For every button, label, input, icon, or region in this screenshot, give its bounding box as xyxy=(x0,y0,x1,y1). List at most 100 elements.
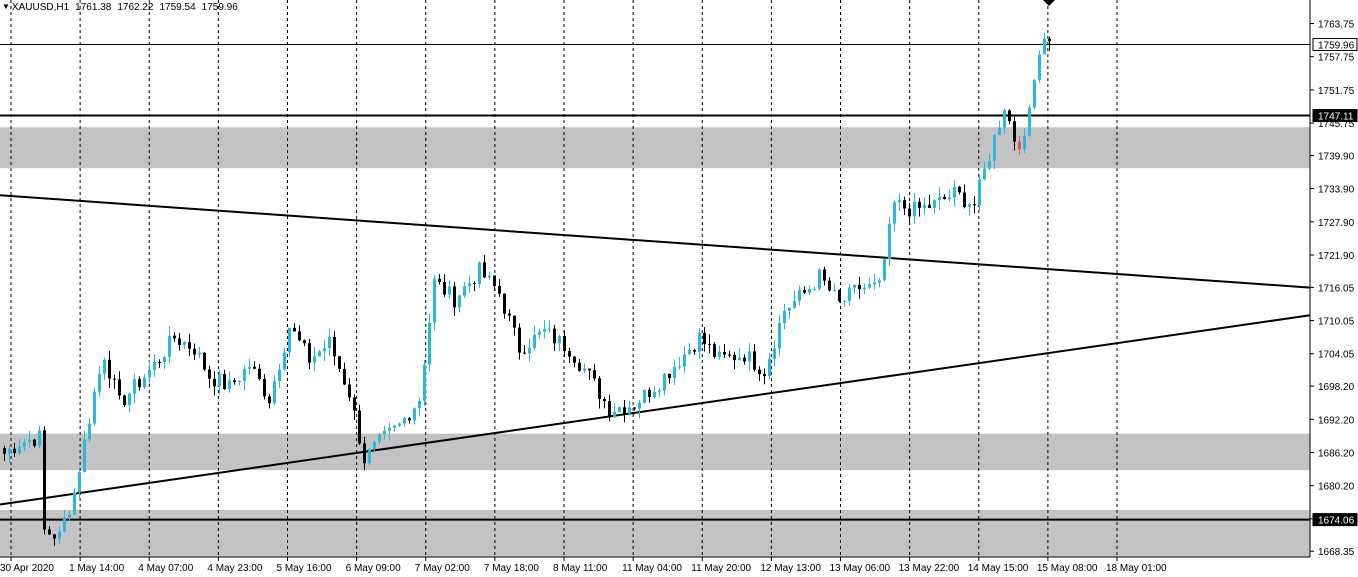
candle-bear xyxy=(823,269,826,281)
candle-bull xyxy=(913,201,916,217)
candle-bear xyxy=(573,356,576,363)
candle-bear xyxy=(53,534,56,539)
x-tick-label: 5 May 16:00 xyxy=(277,563,332,574)
candle-bull xyxy=(933,200,936,208)
candle-bull xyxy=(938,196,941,201)
time-axis: 30 Apr 2020 1 May 14:00 4 May 07:00 4 May 2… xyxy=(0,557,1167,574)
candle-bear xyxy=(858,284,861,290)
zone-rect xyxy=(0,509,1310,557)
candle-bull xyxy=(68,514,71,519)
candle-bear xyxy=(108,359,111,379)
candle-bull xyxy=(968,204,971,208)
candle-bull xyxy=(168,335,171,358)
candle-bear xyxy=(708,343,711,345)
candle-bull xyxy=(653,392,656,397)
candle-bear xyxy=(293,327,296,332)
candle-bull xyxy=(128,393,131,405)
horizontal-levels xyxy=(0,43,1310,521)
candle-bull xyxy=(273,381,276,404)
candle-bull xyxy=(183,342,186,345)
candle-bear xyxy=(603,398,606,402)
candle-bull xyxy=(328,336,331,349)
candle-bear xyxy=(213,378,216,387)
candle-bull xyxy=(248,366,251,369)
candle-bear xyxy=(358,410,361,444)
candle-bull xyxy=(388,427,391,431)
candle-bear xyxy=(743,357,746,362)
price-labels: 1759.96 1747.11 1674.06 xyxy=(1312,37,1358,527)
candle-bear xyxy=(188,342,191,349)
candle-bull xyxy=(413,408,416,421)
candle-bull xyxy=(538,331,541,335)
candle-bull xyxy=(378,434,381,442)
candle-bull xyxy=(23,442,26,448)
candle-bear xyxy=(483,262,486,278)
candle-bull xyxy=(318,351,321,357)
candle-bull xyxy=(698,332,701,352)
x-tick-label: 30 Apr 2020 xyxy=(0,563,54,574)
candle-bear xyxy=(263,378,266,397)
candle-bear xyxy=(43,430,46,530)
candle-bull xyxy=(678,366,681,368)
candle-bull xyxy=(103,359,106,374)
candle-bear xyxy=(363,443,366,464)
candle-bear xyxy=(723,351,726,355)
y-tick-label: 1716.05 xyxy=(1318,283,1355,294)
candle-bear xyxy=(753,351,756,370)
candle-bull xyxy=(688,349,691,355)
candle-bull xyxy=(988,160,991,169)
candle-bear xyxy=(828,280,831,291)
candle-bull xyxy=(38,430,41,446)
y-tick-label: 1686.20 xyxy=(1318,448,1355,459)
candle-bull xyxy=(1043,38,1046,55)
candle-bear xyxy=(803,290,806,293)
candle-bear xyxy=(1008,110,1011,122)
candle-bear xyxy=(33,439,36,446)
y-tick-label: 1704.05 xyxy=(1318,350,1355,361)
candle-bear xyxy=(908,208,911,217)
candle-bear xyxy=(498,286,501,294)
candle-bull xyxy=(488,275,491,278)
candle-bull xyxy=(883,259,886,281)
candle-bull xyxy=(898,200,901,203)
candle-bear xyxy=(13,448,16,453)
candle-bull xyxy=(638,402,641,409)
candle-bull xyxy=(983,168,986,180)
candle-bear xyxy=(693,349,696,352)
candle-bull xyxy=(978,179,981,206)
candle-bull xyxy=(78,472,81,493)
candle-bull xyxy=(558,335,561,344)
y-tick-label: 1745.75 xyxy=(1318,119,1355,130)
collapse-triangle-icon[interactable]: ▼ xyxy=(2,2,10,11)
candle-bear xyxy=(113,378,116,380)
candle-bull xyxy=(243,368,246,381)
candle-bear xyxy=(928,204,931,208)
candle-bull xyxy=(658,390,661,393)
x-tick-label: 6 May 09:00 xyxy=(346,563,401,574)
candle-bull xyxy=(813,288,816,290)
candle-bear xyxy=(523,352,526,354)
candle-bull xyxy=(738,357,741,361)
candle-bull xyxy=(288,327,291,353)
x-tick-label: 14 May 15:00 xyxy=(968,563,1029,574)
y-tick-label: 1727.90 xyxy=(1318,218,1355,229)
candle-bull xyxy=(283,352,286,370)
candle-bull xyxy=(868,284,871,288)
x-tick-label: 13 May 22:00 xyxy=(899,563,960,574)
y-tick-label: 1692.20 xyxy=(1318,415,1355,426)
candle-bull xyxy=(888,223,891,260)
candle-bull xyxy=(93,391,96,424)
candle-bear xyxy=(298,331,301,341)
candle-bear xyxy=(943,196,946,200)
y-tick-label: 1751.75 xyxy=(1318,86,1355,97)
candle-bull xyxy=(463,286,466,296)
candle-bull xyxy=(98,373,101,392)
candle-bull xyxy=(998,127,1001,136)
x-tick-label: 4 May 07:00 xyxy=(138,563,193,574)
candle-bull xyxy=(993,135,996,161)
candle-bull xyxy=(198,352,201,355)
candle-bull xyxy=(923,204,926,208)
candle-bull xyxy=(773,348,776,359)
candle-bull xyxy=(428,322,431,365)
